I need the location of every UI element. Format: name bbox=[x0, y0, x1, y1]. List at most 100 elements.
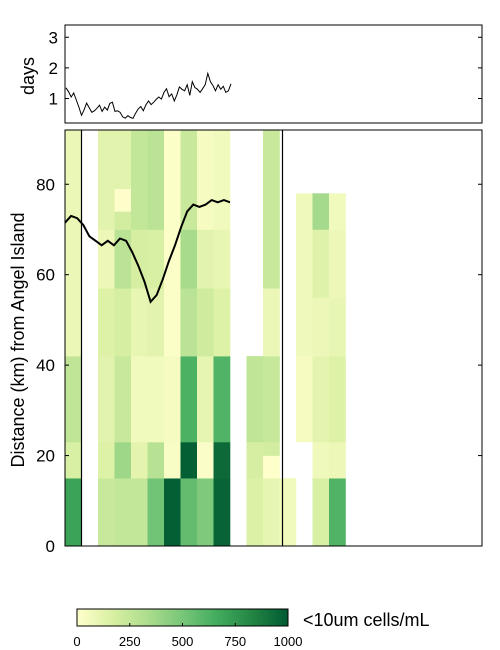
colorbar-tick-label: 250 bbox=[119, 634, 141, 649]
heatmap-cell bbox=[164, 130, 181, 357]
heatmap-cell bbox=[65, 356, 82, 443]
heatmap-cell bbox=[147, 356, 165, 443]
bottom-left-gap bbox=[482, 130, 485, 546]
heatmap-cell bbox=[131, 229, 148, 289]
colorbar-label: <10um cells/mL bbox=[303, 610, 430, 630]
heatmap-cells bbox=[65, 130, 346, 547]
heatmap-cell bbox=[131, 478, 148, 547]
heatmap-cell bbox=[197, 442, 214, 479]
top-y-tick-label: 2 bbox=[49, 59, 58, 78]
heatmap-cell bbox=[147, 229, 165, 289]
heatmap-cell bbox=[197, 288, 214, 357]
heatmap-cell bbox=[197, 478, 214, 547]
heatmap-cell bbox=[65, 130, 82, 357]
heatmap-cell bbox=[312, 229, 330, 298]
heatmap-cell bbox=[147, 478, 165, 547]
heatmap-cell bbox=[164, 478, 181, 547]
heatmap-cell bbox=[197, 356, 214, 443]
heatmap-cell bbox=[114, 229, 132, 289]
heatmap-cell bbox=[296, 193, 313, 357]
bottom-y-tick-label: 40 bbox=[36, 356, 55, 375]
colorbar-tick-label: 500 bbox=[172, 634, 194, 649]
heatmap-cell bbox=[213, 130, 231, 230]
bottom-y-ticks: 0 20 40 60 80 bbox=[36, 175, 482, 556]
heatmap-cell bbox=[329, 442, 346, 479]
heatmap-cell bbox=[114, 478, 132, 547]
vertical-marker-lines bbox=[80, 130, 284, 546]
bottom-y-tick-label: 60 bbox=[36, 266, 55, 285]
bottom-y-tick-label: 80 bbox=[36, 175, 55, 194]
heatmap-cell bbox=[98, 130, 115, 230]
heatmap-cell bbox=[312, 356, 330, 443]
heatmap-cell bbox=[213, 229, 231, 289]
heatmap-cell bbox=[98, 442, 115, 479]
top-panel: 1 2 3 days bbox=[18, 24, 483, 124]
heatmap-cell bbox=[180, 288, 198, 357]
heatmap-cell bbox=[114, 356, 132, 443]
heatmap-cell bbox=[147, 442, 165, 479]
heatmap-cell bbox=[246, 442, 264, 479]
colorbar-tick-label: 750 bbox=[224, 634, 246, 649]
heatmap-cell bbox=[180, 356, 198, 443]
heatmap-cell bbox=[114, 130, 132, 190]
top-y-tick-label: 3 bbox=[49, 28, 58, 47]
heatmap-cell bbox=[312, 297, 330, 357]
heatmap-cell bbox=[263, 288, 280, 357]
heatmap-cell bbox=[213, 442, 231, 479]
heatmap-cell bbox=[197, 130, 214, 230]
top-y-tick-label: 1 bbox=[49, 90, 58, 109]
heatmap-cell bbox=[114, 211, 132, 230]
heatmap-cell bbox=[329, 297, 346, 357]
heatmap-cell bbox=[312, 478, 330, 547]
colorbar-ticks: 0 250 500 750 1000 bbox=[73, 623, 302, 649]
heatmap-cell bbox=[329, 356, 346, 443]
heatmap-cell bbox=[213, 478, 231, 547]
heatmap-cell bbox=[312, 442, 330, 479]
heatmap-cell bbox=[164, 356, 181, 443]
colorbar: 0 250 500 750 1000 <10um cells/mL bbox=[73, 608, 430, 649]
heatmap-cell bbox=[98, 478, 115, 547]
top-panel-frame bbox=[64, 24, 483, 124]
heatmap-cell bbox=[312, 193, 330, 230]
overlay-line bbox=[64, 198, 231, 304]
colorbar-tick-label: 0 bbox=[73, 634, 80, 649]
colorbar-tick-label: 1000 bbox=[274, 634, 303, 649]
heatmap-cell bbox=[180, 229, 198, 289]
heatmap-cell bbox=[213, 288, 231, 357]
heatmap-cell bbox=[114, 188, 132, 212]
heatmap-cell bbox=[131, 130, 148, 230]
heatmap-cell bbox=[98, 288, 115, 357]
heatmap-cell bbox=[180, 478, 198, 547]
heatmap-cell bbox=[131, 442, 148, 479]
top-series-line bbox=[65, 71, 232, 120]
heatmap-cell bbox=[164, 442, 181, 479]
heatmap-cell bbox=[180, 442, 198, 479]
top-y-ticks: 1 2 3 bbox=[49, 28, 482, 109]
bottom-y-tick-label: 20 bbox=[36, 447, 55, 466]
bottom-panel: 0 20 40 60 80 Distance (km) from Angel Islan… bbox=[8, 129, 485, 556]
heatmap-cell bbox=[114, 288, 132, 357]
bottom-y-tick-label: 0 bbox=[46, 537, 55, 556]
heatmap-cell bbox=[263, 478, 280, 547]
bottom-y-axis-label: Distance (km) from Angel Island bbox=[8, 212, 28, 467]
heatmap-cell bbox=[263, 130, 280, 289]
heatmap-cell bbox=[296, 356, 313, 443]
heatmap-cell bbox=[131, 288, 148, 357]
heatmap-cell bbox=[329, 229, 346, 298]
top-y-axis-label: days bbox=[18, 57, 38, 95]
heatmap-cell bbox=[246, 356, 264, 443]
heatmap-cell bbox=[263, 356, 280, 443]
heatmap-cell bbox=[98, 356, 115, 443]
heatmap-cell bbox=[147, 130, 165, 230]
heatmap-cell bbox=[279, 478, 297, 547]
heatmap-cell bbox=[329, 193, 346, 230]
heatmap-cell bbox=[263, 455, 280, 479]
heatmap-cell bbox=[65, 442, 82, 479]
heatmap-cell bbox=[98, 229, 115, 289]
heatmap-cell bbox=[246, 478, 264, 547]
heatmap-cell bbox=[213, 356, 231, 443]
heatmap-cell bbox=[65, 478, 82, 547]
heatmap-cell bbox=[131, 356, 148, 443]
heatmap-cell bbox=[114, 442, 132, 479]
